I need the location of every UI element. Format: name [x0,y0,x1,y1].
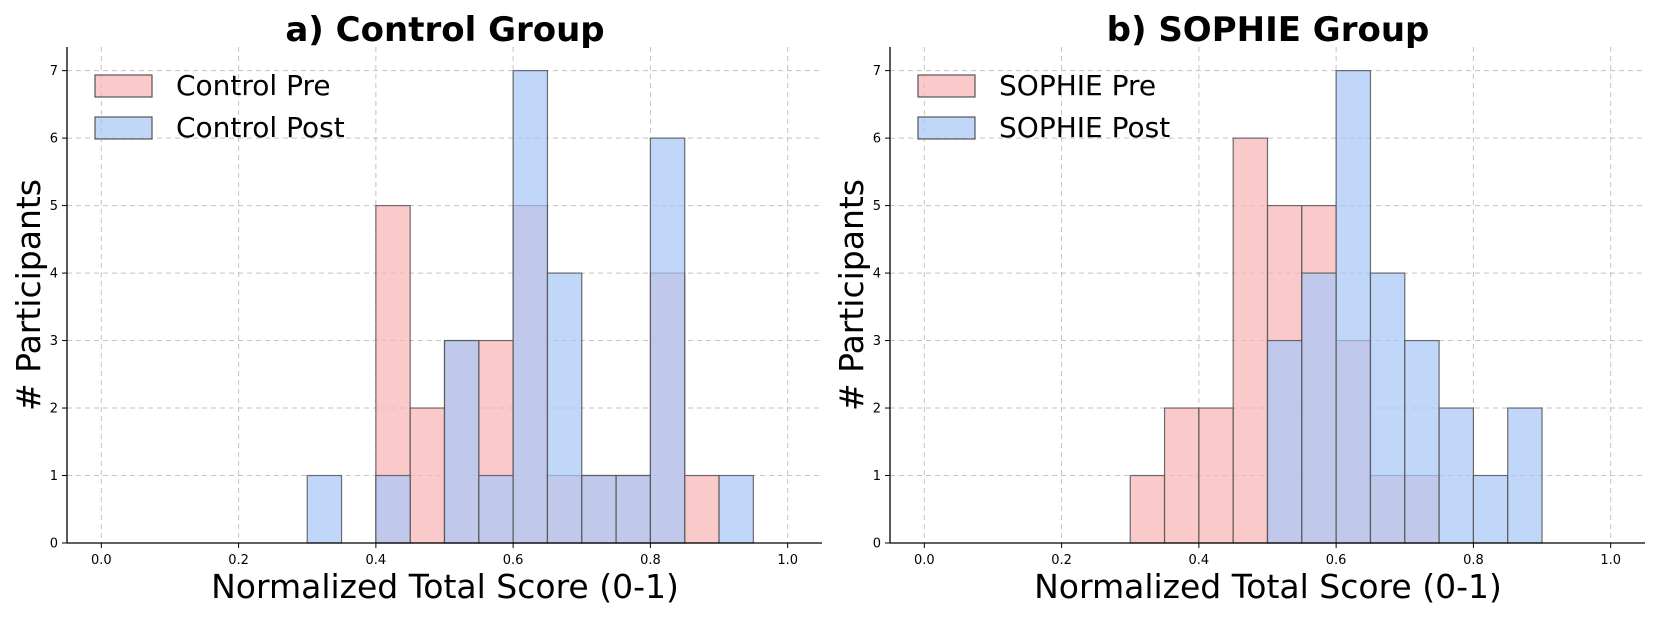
bar [1404,339,1440,544]
y-tick-label: 6 [873,132,881,147]
y-axis-label: # Participants [9,179,48,411]
y-tick-label: 5 [50,199,58,214]
bar [1198,407,1234,544]
x-tick-label: 0.0 [914,553,935,568]
x-tick-label: 0.6 [1326,553,1347,568]
y-tick-label: 2 [873,402,881,417]
bar [1472,474,1509,544]
bar [684,474,720,544]
x-tick-label: 0.4 [366,553,387,568]
x-tick-label: 1.0 [777,553,798,568]
legend: Control Pre Control Post [94,69,345,144]
bar [478,474,514,544]
bar [649,137,686,544]
legend-swatch [917,74,976,98]
x-axis-label: Normalized Total Score (0-1) [1034,567,1502,606]
bar [615,474,652,544]
bar [1232,137,1269,544]
legend-swatch [917,116,976,140]
legend-swatch [94,74,153,98]
bar [443,339,480,544]
bar [718,474,754,544]
bar [409,407,446,544]
y-tick-label: 3 [873,334,881,349]
x-tick-label: 1.0 [1600,553,1621,568]
x-tick-label: 0.8 [640,553,661,568]
bar [546,272,583,544]
y-tick-label: 4 [50,267,58,282]
bar [1301,272,1337,544]
y-tick-label: 7 [50,64,58,79]
bar [375,474,411,544]
bar [306,474,343,544]
x-tick-label: 0.2 [228,553,249,568]
y-tick-label: 5 [873,199,881,214]
y-tick-label: 0 [50,537,58,552]
legend: SOPHIE Pre SOPHIE Post [917,69,1170,144]
bar [581,474,617,544]
y-tick-label: 3 [50,334,58,349]
x-tick-label: 0.6 [503,553,524,568]
series-control-post [306,70,754,544]
legend-swatch [94,116,153,140]
y-tick-label: 7 [873,64,881,79]
y-axis-label: # Participants [832,179,871,411]
bar [1507,407,1543,544]
y-tick-label: 2 [50,402,58,417]
legend-label: SOPHIE Post [999,111,1170,144]
bar [1335,70,1372,544]
bar [512,70,549,544]
y-tick-label: 0 [873,537,881,552]
y-tick-label: 1 [50,469,58,484]
bar [1163,407,1200,544]
x-tick-label: 0.4 [1189,553,1210,568]
chart-title: a) Control Group [285,10,604,50]
legend-label: Control Post [176,111,345,144]
bar [1266,339,1303,544]
legend-label: Control Pre [176,69,331,102]
bar [1369,272,1406,544]
chart-control-group: 0.0 0.2 0.4 0.6 0.8 1.0 0 1 2 3 4 5 6 7 a) Control Gro… [9,10,822,606]
x-axis-label: Normalized Total Score (0-1) [211,567,679,606]
series-sophie-post [1266,70,1543,544]
y-tick-label: 6 [50,132,58,147]
chart-title: b) SOPHIE Group [1107,10,1430,50]
x-tick-label: 0.0 [91,553,112,568]
x-tick-label: 0.2 [1051,553,1072,568]
y-tick-label: 4 [873,267,881,282]
bar [1438,407,1475,544]
y-tick-label: 1 [873,469,881,484]
bar [1129,474,1166,544]
x-tick-label: 0.8 [1463,553,1484,568]
chart-sophie-group: 0.0 0.2 0.4 0.6 0.8 1.0 0 1 2 3 4 5 6 7 b) SOPHIE Grou… [832,10,1645,606]
legend-label: SOPHIE Pre [999,69,1156,102]
